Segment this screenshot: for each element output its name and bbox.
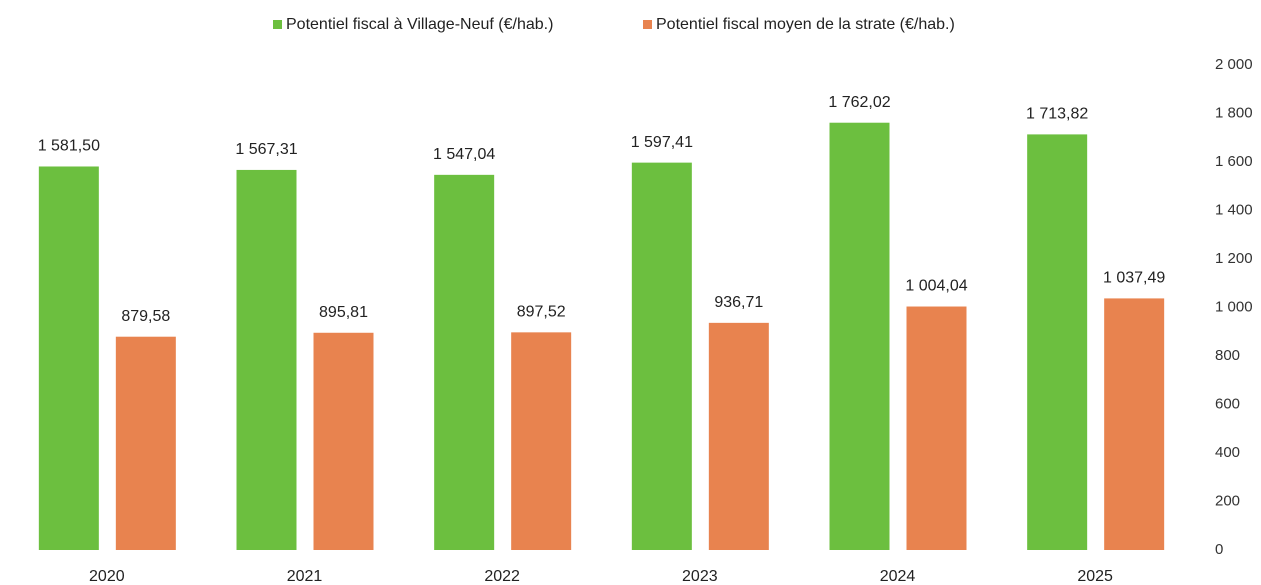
- bar: [1027, 134, 1088, 550]
- x-tick-label: 2024: [880, 568, 916, 585]
- data-label: 1 004,04: [905, 278, 967, 295]
- legend-swatch: [273, 20, 282, 29]
- y-tick-label: 800: [1215, 347, 1240, 364]
- y-tick-label: 0: [1215, 541, 1223, 558]
- bar: [631, 162, 692, 550]
- data-label: 1 762,02: [828, 94, 890, 111]
- bar: [906, 306, 967, 550]
- y-tick-label: 2 000: [1215, 56, 1253, 73]
- y-tick-label: 1 200: [1215, 250, 1253, 267]
- legend-label: Potentiel fiscal moyen de la strate (€/h…: [656, 16, 955, 33]
- bar: [511, 332, 572, 550]
- y-tick-label: 600: [1215, 395, 1240, 412]
- y-tick-label: 400: [1215, 444, 1240, 461]
- y-tick-label: 200: [1215, 492, 1240, 509]
- bar: [115, 336, 176, 550]
- data-label: 1 597,41: [631, 134, 693, 151]
- y-tick-label: 1 000: [1215, 298, 1253, 315]
- data-label: 1 581,50: [38, 138, 100, 155]
- y-tick-label: 1 800: [1215, 104, 1253, 121]
- x-tick-label: 2025: [1077, 568, 1113, 585]
- x-tick-label: 2020: [89, 568, 125, 585]
- data-label: 936,71: [714, 294, 763, 311]
- bar: [38, 166, 99, 550]
- bar: [829, 122, 890, 551]
- legend-swatch: [643, 20, 652, 29]
- x-tick-label: 2022: [484, 568, 520, 585]
- data-label: 895,81: [319, 304, 368, 321]
- bar: [434, 174, 495, 550]
- data-label: 1 567,31: [235, 141, 297, 158]
- x-tick-label: 2023: [682, 568, 718, 585]
- bar: [1104, 298, 1165, 550]
- legend-label: Potentiel fiscal à Village-Neuf (€/hab.): [286, 16, 553, 33]
- data-label: 1 037,49: [1103, 270, 1165, 287]
- x-tick-label: 2021: [287, 568, 323, 585]
- bar: [236, 169, 297, 551]
- bar: [313, 332, 374, 550]
- data-label: 879,58: [121, 308, 170, 325]
- data-label: 1 713,82: [1026, 106, 1088, 123]
- y-tick-label: 1 600: [1215, 153, 1253, 170]
- bar: [708, 322, 769, 550]
- data-label: 897,52: [517, 304, 566, 321]
- y-tick-label: 1 400: [1215, 201, 1253, 218]
- data-label: 1 547,04: [433, 146, 495, 163]
